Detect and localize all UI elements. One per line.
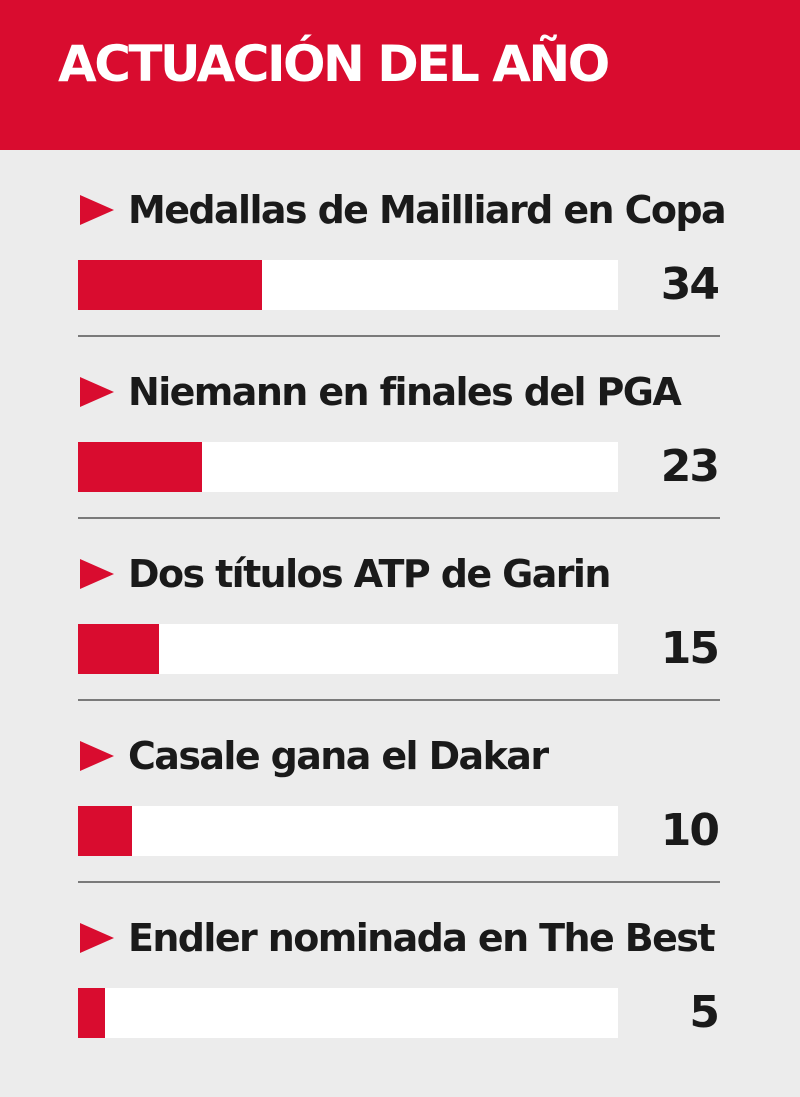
arrow-right-icon: [80, 195, 114, 225]
chart-title: ACTUACIÓN DEL AÑO: [58, 35, 610, 93]
bar: [78, 806, 132, 856]
data-label: 5: [689, 987, 720, 1038]
category-label: Casale gana el Dakar: [128, 734, 549, 778]
bar-track: [78, 988, 618, 1038]
data-label: 10: [660, 805, 720, 856]
bar: [78, 442, 202, 492]
category-label: Niemann en finales del PGA: [128, 370, 682, 414]
bar-row-label: Dos títulos ATP de Garin: [80, 544, 611, 604]
bar-row: Casale gana el Dakar 10: [0, 716, 800, 898]
bar-track: [78, 260, 618, 310]
bar-row-label: Endler nominada en The Best: [80, 908, 715, 968]
category-label: Endler nominada en The Best: [128, 916, 715, 960]
arrow-right-icon: [80, 923, 114, 953]
data-label: 23: [660, 441, 720, 492]
bar-row: Dos títulos ATP de Garin 15: [0, 534, 800, 716]
bar: [78, 624, 159, 674]
bar-row: Endler nominada en The Best 5: [0, 898, 800, 1080]
arrow-right-icon: [80, 741, 114, 771]
row-divider: [78, 517, 720, 519]
data-label: 15: [660, 623, 720, 674]
bar-row-label: Medallas de Mailliard en Copa: [80, 180, 727, 240]
bar: [78, 988, 105, 1038]
bar-track: [78, 806, 618, 856]
bar-row-label: Casale gana el Dakar: [80, 726, 549, 786]
arrow-right-icon: [80, 377, 114, 407]
bar: [78, 260, 262, 310]
row-divider: [78, 881, 720, 883]
bar-row: Medallas de Mailliard en Copa 34: [0, 170, 800, 352]
bar-row: Niemann en finales del PGA 23: [0, 352, 800, 534]
row-divider: [78, 699, 720, 701]
arrow-right-icon: [80, 559, 114, 589]
bar-row-label: Niemann en finales del PGA: [80, 362, 682, 422]
header-banner: ACTUACIÓN DEL AÑO: [0, 0, 800, 150]
bar-track: [78, 442, 618, 492]
bar-chart: Medallas de Mailliard en Copa 34 Niemann…: [0, 170, 800, 1080]
bar-track: [78, 624, 618, 674]
data-label: 34: [660, 259, 720, 310]
category-label: Dos títulos ATP de Garin: [128, 552, 611, 596]
row-divider: [78, 335, 720, 337]
category-label: Medallas de Mailliard en Copa: [128, 188, 727, 232]
